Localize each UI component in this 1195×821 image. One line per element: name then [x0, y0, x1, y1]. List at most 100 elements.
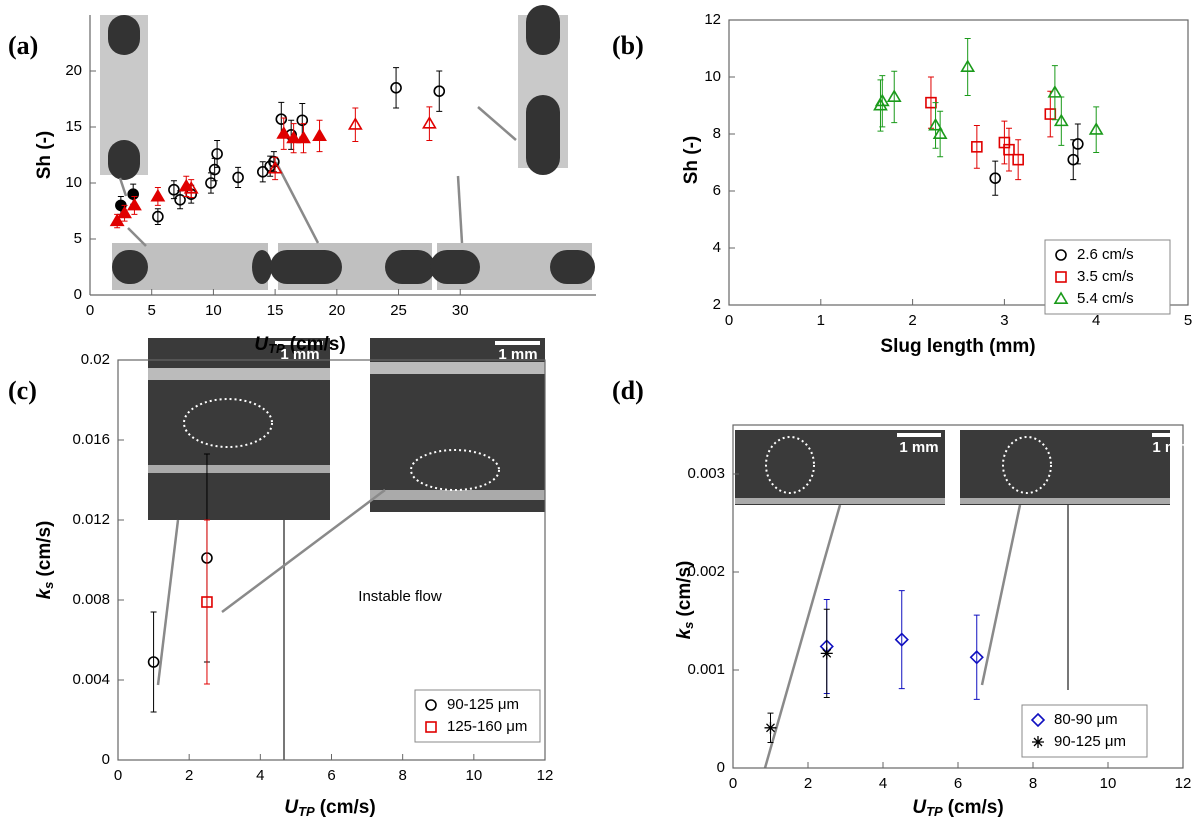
x-tick-label: 6 — [954, 775, 962, 792]
error-bar — [235, 166, 242, 188]
error-bar — [1015, 139, 1022, 181]
error-bar — [150, 611, 157, 713]
x-tick-label: 4 — [256, 767, 264, 784]
error-bar — [1093, 106, 1100, 154]
marker — [232, 171, 244, 184]
marker — [267, 160, 283, 174]
marker — [1053, 113, 1069, 127]
label-text: U — [284, 797, 299, 818]
label-sub: TP — [926, 804, 943, 819]
marker — [127, 197, 142, 211]
x-tick-label: 1 — [817, 312, 825, 329]
y-tick-label: 0 — [717, 759, 725, 776]
error-bar — [1051, 65, 1058, 121]
legend-label: 90-125 μm — [1054, 733, 1126, 750]
y-tick-label: 8 — [713, 125, 721, 142]
marker — [127, 188, 139, 200]
x-tick-label: 10 — [1100, 775, 1117, 792]
x-tick-label: 2 — [185, 767, 193, 784]
y-tick-label: 0.008 — [72, 591, 110, 608]
legend-box — [1021, 704, 1148, 758]
x-tick-label: 5 — [1184, 312, 1192, 329]
error-bar — [973, 124, 980, 169]
x-tick-label: 8 — [398, 767, 406, 784]
marker — [205, 177, 217, 189]
y-tick-label: 5 — [74, 230, 82, 247]
x-tick-label: 2 — [804, 775, 812, 792]
panel-label: (a) — [8, 31, 38, 60]
x-tick-label: 0 — [725, 312, 733, 329]
marker — [425, 699, 437, 711]
marker — [208, 163, 221, 176]
label-sub: TP — [268, 341, 285, 356]
scale-label: 1 mm — [498, 346, 537, 363]
label-unit: (cm/s) — [320, 797, 376, 818]
marker — [1072, 138, 1084, 150]
marker — [296, 114, 309, 127]
error-bar — [1074, 123, 1081, 165]
label-text: U — [254, 334, 269, 355]
axis-label: UTP (cm/s) — [912, 797, 1003, 819]
error-bar — [270, 151, 277, 173]
marker — [275, 113, 288, 125]
axis-label: ks (cm/s) — [34, 521, 56, 600]
marker — [117, 205, 132, 219]
marker — [1047, 85, 1063, 98]
marker — [1003, 143, 1015, 156]
label-unit: (cm/s) — [34, 521, 55, 577]
y-tick-label: 0.003 — [687, 465, 725, 482]
marker — [820, 647, 833, 660]
y-tick-label: 0.002 — [687, 563, 725, 580]
x-tick-label: 5 — [148, 302, 156, 319]
marker — [894, 632, 909, 647]
x-tick-label: 12 — [1175, 775, 1192, 792]
label-text: Sh (-) — [34, 131, 55, 180]
plot-frame — [728, 19, 1189, 306]
error-bar — [203, 519, 210, 685]
legend-label: 90-125 μm — [447, 696, 519, 713]
error-bar — [1047, 90, 1054, 138]
y-tick-label: 4 — [713, 239, 721, 256]
error-bar — [937, 110, 944, 158]
x-tick-label: 0 — [729, 775, 737, 792]
marker — [886, 89, 902, 102]
x-tick-label: 0 — [114, 767, 122, 784]
error-bar — [393, 67, 400, 109]
marker — [1032, 736, 1044, 748]
panel-label: (b) — [612, 31, 644, 60]
label-text: k — [674, 627, 695, 639]
x-tick-label: 12 — [537, 767, 554, 784]
axis-label: UTP (cm/s) — [284, 797, 375, 819]
x-tick-label: 2 — [908, 312, 916, 329]
label-unit: (cm/s) — [674, 561, 695, 617]
x-tick-label: 20 — [328, 302, 345, 319]
axis-label: UTP (cm/s) — [254, 334, 345, 356]
marker — [256, 166, 269, 178]
panel-label: (c) — [8, 376, 37, 405]
marker — [211, 148, 223, 160]
marker — [1030, 712, 1046, 728]
error-bar — [1005, 127, 1012, 172]
inset-images — [100, 5, 595, 290]
y-tick-label: 2 — [713, 296, 721, 313]
x-tick-label: 25 — [390, 302, 407, 319]
panel-label: (d) — [612, 376, 644, 405]
marker — [1055, 271, 1067, 283]
marker — [989, 172, 1002, 184]
photos-d — [735, 430, 1192, 769]
error-bar — [259, 161, 266, 183]
error-bar — [1058, 96, 1065, 146]
error-bar — [992, 160, 999, 196]
x-tick-label: 10 — [205, 302, 222, 319]
marker — [971, 141, 983, 153]
label-text: Sh (-) — [681, 136, 702, 185]
marker — [296, 130, 311, 144]
x-tick-label: 4 — [879, 775, 887, 792]
marker — [201, 596, 213, 608]
x-tick-label: 3 — [1000, 312, 1008, 329]
label-sub: TP — [298, 804, 315, 819]
marker — [174, 194, 186, 206]
label-sub: s — [681, 622, 696, 629]
scale-label: 1 mm — [899, 439, 938, 456]
